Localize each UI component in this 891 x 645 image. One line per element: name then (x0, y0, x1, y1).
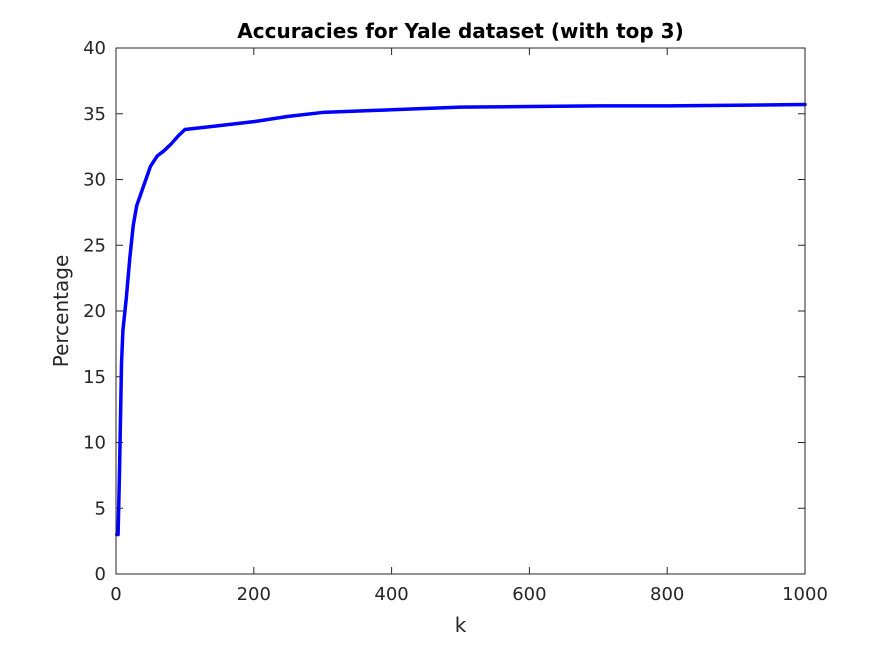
x-axis-label: k (455, 613, 467, 637)
y-tick-label: 25 (83, 235, 106, 256)
y-tick-label: 0 (95, 564, 106, 585)
x-tick-label: 400 (374, 584, 408, 605)
y-tick-label: 30 (83, 170, 106, 191)
chart-title: Accuracies for Yale dataset (with top 3) (237, 19, 683, 43)
axes-box (115, 47, 806, 575)
y-axis-label: Percentage (49, 255, 73, 368)
x-tick-label: 0 (110, 584, 121, 605)
x-tick-label: 600 (512, 584, 546, 605)
y-tick-label: 10 (83, 433, 106, 454)
series-layer (114, 102, 807, 537)
series-line (114, 102, 807, 537)
ticks: 0 200 400 600 800 1000 0 5 10 15 20 25 30 35 40 (83, 38, 828, 605)
y-tick-label: 15 (83, 367, 106, 388)
y-tick-label: 35 (83, 104, 106, 125)
x-tick-label: 800 (650, 584, 684, 605)
y-tick-label: 40 (83, 38, 106, 59)
x-tick-label: 200 (237, 584, 271, 605)
y-tick-label: 5 (95, 498, 106, 519)
plot-area (116, 48, 805, 574)
x-tick-label: 1000 (782, 584, 828, 605)
y-tick-label: 20 (83, 301, 106, 322)
